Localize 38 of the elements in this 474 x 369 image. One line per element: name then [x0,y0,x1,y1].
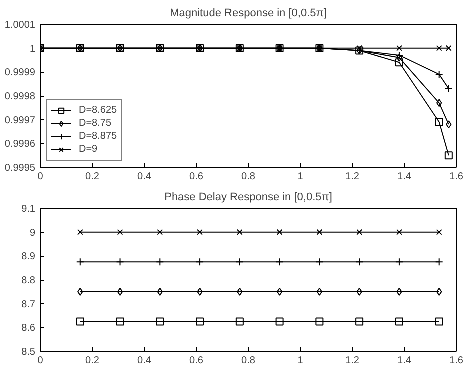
x-tick-label: 1.2 [346,356,360,366]
x-tick-label: 0.8 [242,172,256,182]
y-tick-label: 8.5 [22,347,36,358]
legend-label: D=8.75 [79,117,112,130]
x-tick-label: 0.6 [190,172,204,182]
x-tick-label: 0 [38,172,44,182]
x-tick-label: 0.8 [242,356,256,366]
x-tick-label: 0.4 [138,356,152,366]
legend-label: D=9 [79,143,99,156]
x-tick-label: 0 [38,356,44,366]
x-tick-label: 1 [298,356,304,366]
y-tick-label: 8.6 [22,323,36,334]
y-tick-label: 0.9997 [4,115,36,126]
chart-title: Phase Delay Response in [0,0.5π] [164,192,332,204]
y-tick-label: 9.1 [22,204,36,215]
x-tick-label: 0.4 [138,172,152,182]
x-tick-label: 1.6 [450,172,464,182]
y-tick-label: 8.8 [22,276,36,286]
x-tick-label: 0.6 [190,356,204,366]
y-tick-label: 8.7 [22,299,36,310]
y-tick-label: 0.9999 [4,68,36,79]
chart-title: Magnitude Response in [0,0.5π] [170,8,327,20]
y-tick-label: 1 [30,44,36,55]
x-tick-label: 1 [298,172,304,182]
y-tick-label: 9 [30,228,36,239]
y-tick-label: 1.0001 [4,20,36,31]
x-tick-label: 1.6 [450,356,464,366]
y-tick-label: 0.9996 [4,139,36,150]
legend-label: D=8.875 [79,130,118,143]
x-tick-label: 1.4 [398,356,412,366]
y-tick-label: 0.9998 [4,92,36,102]
y-tick-label: 8.9 [22,252,36,263]
x-tick-label: 1.4 [398,172,412,182]
x-tick-label: 1.2 [346,172,360,182]
y-tick-label: 0.9995 [4,163,36,174]
x-tick-label: 0.2 [86,172,100,182]
x-tick-label: 0.2 [86,356,100,366]
legend-label: D=8.625 [79,104,118,117]
